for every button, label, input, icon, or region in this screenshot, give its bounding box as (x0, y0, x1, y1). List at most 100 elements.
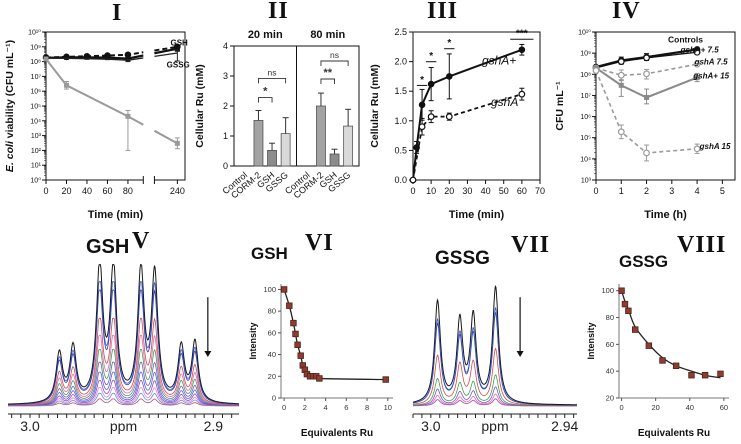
panel-title: GSSG (435, 248, 490, 269)
panel-V: V GSH 3.0 ppm 2.9 (2, 228, 245, 442)
svg-text:4: 4 (695, 186, 700, 196)
svg-text:1: 1 (223, 131, 228, 141)
svg-text:10: 10 (384, 403, 392, 412)
svg-text:10⁷: 10⁷ (31, 74, 42, 81)
svg-text:10⁸: 10⁸ (30, 59, 41, 66)
svg-text:50: 50 (499, 186, 509, 196)
svg-text:0.0: 0.0 (394, 175, 407, 185)
svg-text:40: 40 (481, 186, 491, 196)
panel-III: III 0.0 0.5 1.0 1.5 2.0 2.5 0 10 20 30 40 50 60 70 * * *… (367, 0, 548, 230)
svg-text:100: 100 (601, 286, 614, 295)
chart-cellular-ru-kinetics: 0.00.51.01.52.02.50 10 20 30 40 50 60 70******g… (369, 27, 545, 221)
panel-numeral: IV (612, 0, 641, 24)
svg-text:40: 40 (268, 350, 276, 359)
svg-text:40: 40 (82, 186, 92, 196)
panel-numeral: I (112, 0, 123, 26)
svg-text:3.0: 3.0 (421, 418, 441, 434)
svg-text:10¹⁰: 10¹⁰ (578, 29, 591, 37)
svg-text:2: 2 (644, 186, 649, 196)
svg-text:0: 0 (619, 403, 623, 412)
svg-text:20: 20 (651, 403, 659, 412)
svg-text:10⁶: 10⁶ (30, 89, 41, 96)
svg-text:ppm: ppm (110, 418, 137, 434)
panel-title: GSSG (619, 252, 669, 271)
svg-text:Equivalents Ru: Equivalents Ru (301, 428, 373, 439)
svg-text:10⁸: 10⁸ (580, 72, 591, 79)
svg-text:0: 0 (43, 186, 48, 196)
svg-text:20: 20 (61, 186, 71, 196)
svg-text:GSH: GSH (170, 38, 188, 47)
svg-text:2.5: 2.5 (394, 27, 407, 37)
svg-text:5: 5 (720, 186, 725, 196)
svg-text:10⁰: 10⁰ (30, 177, 41, 185)
chart-gssg-titration: 0 20 40 60 20 40 60 80 100 Equivalents Ru Intensit… (586, 284, 729, 439)
panel-IV: IV 10³ 10⁴ 10⁵ 10⁶ 10⁷ 10⁸ 10⁹ 10¹⁰ 0 1 2 3 4 5 Contro… (552, 0, 739, 230)
svg-text:gshA 15: gshA 15 (699, 142, 731, 151)
svg-text:30: 30 (462, 186, 472, 196)
svg-text:Intensity: Intensity (248, 322, 258, 359)
svg-text:3.0: 3.0 (20, 418, 40, 434)
svg-text:20: 20 (268, 372, 276, 381)
svg-text:0: 0 (282, 403, 286, 412)
chart-cfu-time: 10³ 10⁴ 10⁵ 10⁶ 10⁷ 10⁸ 10⁹ 10¹⁰ 0 1 2 3 4 5 Controls g… (554, 29, 736, 221)
svg-text:70: 70 (535, 186, 545, 196)
svg-text:10: 10 (426, 186, 436, 196)
panel-title: GSH (86, 236, 130, 258)
svg-text:E. coli viability (CFU mL⁻¹): E. coli viability (CFU mL⁻¹) (4, 40, 16, 172)
svg-text:20: 20 (606, 394, 614, 403)
svg-text:2.9: 2.9 (204, 418, 224, 434)
panel-VII: VII GSSG 3.0 ppm 2.94 (407, 232, 583, 442)
svg-text:1.5: 1.5 (394, 86, 407, 96)
svg-text:0: 0 (272, 394, 276, 403)
svg-text:60: 60 (517, 186, 527, 196)
svg-text:10⁵: 10⁵ (580, 135, 591, 142)
svg-text:*: * (263, 86, 268, 98)
svg-text:6: 6 (344, 403, 348, 412)
svg-text:10²: 10² (31, 148, 42, 155)
panel-numeral: III (427, 0, 459, 24)
svg-text:*: * (429, 51, 433, 62)
svg-text:Cellular Ru (mM): Cellular Ru (mM) (369, 64, 381, 147)
svg-text:10⁴: 10⁴ (30, 118, 41, 125)
panel-II: II 0 1 2 3 4 20 min Control CORM-2 GSH GSSG * ns 80 … (192, 0, 365, 230)
svg-text:Time (min): Time (min) (449, 209, 505, 221)
svg-text:10⁶: 10⁶ (580, 114, 591, 121)
svg-text:*: * (420, 75, 424, 86)
svg-text:8: 8 (365, 403, 369, 412)
svg-text:60: 60 (606, 340, 614, 349)
svg-text:Cellular Ru (mM): Cellular Ru (mM) (194, 64, 206, 147)
svg-text:80: 80 (123, 186, 133, 196)
panel-numeral: II (268, 0, 289, 24)
svg-text:100: 100 (263, 285, 276, 294)
svg-text:***: *** (516, 29, 528, 40)
svg-text:10⁵: 10⁵ (30, 104, 41, 111)
svg-text:40: 40 (606, 367, 614, 376)
svg-text:gshA+ 7.5: gshA+ 7.5 (680, 46, 720, 55)
svg-text:20: 20 (444, 186, 454, 196)
chart-nmr-gssg: 3.0 ppm 2.94 (412, 285, 579, 434)
svg-text:60: 60 (268, 328, 276, 337)
panel-VIII: VIII GSSG 0 20 40 60 20 40 60 80 100 Equivalents … (585, 232, 739, 442)
svg-text:gshA+ 15: gshA+ 15 (692, 72, 729, 81)
panel-numeral: V (132, 228, 151, 254)
svg-text:60: 60 (720, 403, 728, 412)
panel-I: I 10⁰ 10¹ 10² 10³ 10⁴ 10⁵ 10⁶ 10⁷ 10⁸ 10⁹ 10¹⁰ 0 20 4… (2, 0, 190, 230)
svg-text:2: 2 (303, 403, 307, 412)
svg-text:Time (h): Time (h) (644, 209, 687, 221)
svg-text:4: 4 (223, 41, 228, 51)
svg-text:80: 80 (268, 307, 276, 316)
svg-text:Equivalents Ru: Equivalents Ru (638, 428, 710, 439)
svg-text:0: 0 (593, 186, 598, 196)
svg-text:ns: ns (330, 50, 339, 60)
svg-text:2.0: 2.0 (394, 57, 407, 67)
svg-text:60: 60 (102, 186, 112, 196)
svg-text:CFU mL⁻¹: CFU mL⁻¹ (554, 81, 566, 131)
svg-text:10⁹: 10⁹ (30, 44, 41, 51)
svg-text:2.94: 2.94 (551, 418, 578, 434)
svg-text:10⁷: 10⁷ (581, 93, 592, 100)
svg-text:gshA 7.5: gshA 7.5 (694, 58, 729, 67)
svg-text:4: 4 (324, 403, 328, 412)
panel-numeral: VII (511, 232, 551, 258)
